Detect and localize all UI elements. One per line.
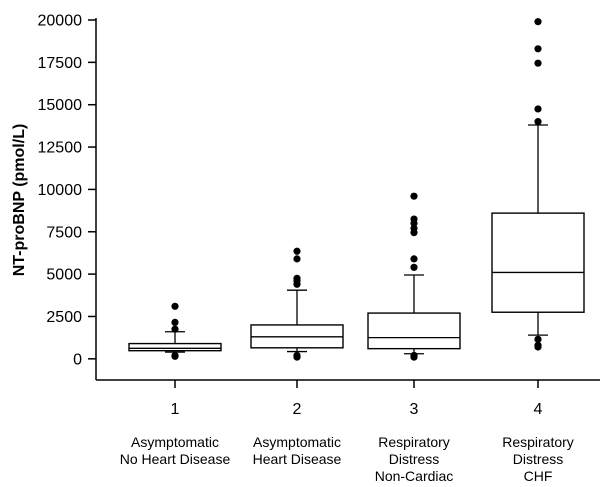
group-label-line: Asymptomatic xyxy=(253,434,341,450)
y-tick-label: 15000 xyxy=(38,97,83,114)
plot-area: 0 2500 5000 7500 10000 12500 15000 17500 20000 1 2… xyxy=(38,13,600,418)
iqr-box xyxy=(128,342,222,352)
outlier-point xyxy=(410,263,418,271)
group-label-line: Non-Cardiac xyxy=(374,468,454,484)
group-label-line: Respiratory xyxy=(378,434,450,450)
group-label-line: CHF xyxy=(523,468,553,484)
outlier-point xyxy=(293,353,301,361)
group-label-line: Respiratory xyxy=(502,434,574,450)
y-tick-label: 10000 xyxy=(38,182,83,199)
outlier-point xyxy=(410,353,418,361)
group-label-line: Distress xyxy=(388,451,440,467)
y-tick-label: 12500 xyxy=(38,140,83,157)
group-label: Asymptomatic No Heart Disease xyxy=(105,434,245,468)
iqr-box xyxy=(367,312,461,350)
outlier-point xyxy=(534,335,542,343)
group-label: Respiratory Distress CHF xyxy=(468,434,604,485)
outlier-point xyxy=(534,59,542,67)
y-tick-label: 2500 xyxy=(46,309,82,326)
outlier-point xyxy=(293,247,301,255)
outlier-point xyxy=(410,255,418,263)
group-label: Asymptomatic Heart Disease xyxy=(227,434,367,468)
outlier-point xyxy=(171,318,179,326)
x-tick-label: 4 xyxy=(534,401,543,418)
x-tick-label: 3 xyxy=(410,401,419,418)
outlier-point xyxy=(410,192,418,200)
outlier-point xyxy=(534,105,542,113)
outlier-point xyxy=(171,302,179,310)
outlier-point xyxy=(293,280,301,288)
group-label-line: No Heart Disease xyxy=(119,451,231,467)
y-tick-label: 7500 xyxy=(46,224,82,241)
outlier-point xyxy=(171,325,179,333)
outlier-point xyxy=(410,219,418,227)
group-label-line: Asymptomatic xyxy=(131,434,219,450)
outlier-point xyxy=(171,352,179,360)
y-tick-label: 17500 xyxy=(38,55,83,72)
x-tick-label: 2 xyxy=(293,401,302,418)
outlier-point xyxy=(534,45,542,53)
y-tick-label: 5000 xyxy=(46,267,82,284)
y-tick-label: 0 xyxy=(73,351,82,368)
outlier-point xyxy=(534,118,542,126)
group-label-line: Distress xyxy=(512,451,564,467)
y-axis-label: NT-proBNP (pmol/L) xyxy=(11,124,28,277)
outlier-point xyxy=(410,229,418,237)
y-tick-label: 20000 xyxy=(38,13,83,30)
x-tick-label: 1 xyxy=(171,401,180,418)
outlier-point xyxy=(534,18,542,26)
group-label: Respiratory Distress Non-Cardiac xyxy=(344,434,484,485)
outlier-point xyxy=(293,255,301,263)
iqr-box xyxy=(491,212,585,313)
outlier-point xyxy=(534,343,542,351)
group-label-line: Heart Disease xyxy=(252,451,342,467)
